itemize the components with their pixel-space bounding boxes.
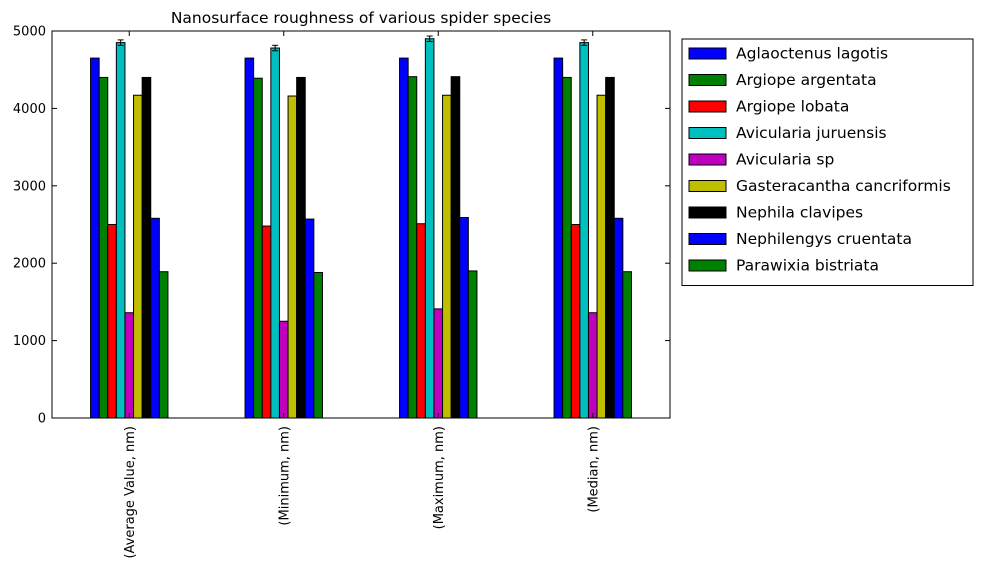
bar-6-2	[450, 76, 461, 419]
x-tick-label: (Average Value, nm)	[123, 426, 138, 559]
legend-swatch-2	[688, 100, 727, 113]
x-axis: (Average Value, nm) (Minimum, nm) (Maximum…	[123, 31, 601, 559]
y-tick-label: 2000	[13, 257, 46, 272]
bar-8-1	[313, 271, 323, 419]
legend-swatch-1	[688, 74, 727, 86]
bar-5-1	[287, 95, 298, 419]
legend-label-4: Avicularia sp	[736, 151, 834, 169]
legend-swatch-5	[688, 180, 727, 192]
bar-7-1	[304, 218, 315, 419]
y-tick-label: 5000	[13, 25, 46, 40]
legend-label-6: Nephila clavipes	[736, 204, 863, 222]
bar-3-2	[424, 38, 435, 419]
legend-label-8: Parawixia bistriata	[736, 257, 879, 275]
bar-0-2	[399, 57, 409, 419]
legend-swatch-7	[688, 233, 727, 245]
bar-3-3	[579, 42, 589, 419]
y-tick-label: 3000	[13, 179, 46, 194]
legend-label-3: Avicularia juruensis	[736, 124, 887, 142]
bar-6-0	[141, 76, 152, 419]
legend-label-7: Nephilengys cruentata	[736, 230, 912, 248]
bar-7-2	[459, 217, 469, 419]
bar-8-3	[622, 271, 632, 419]
bar-6-3	[605, 76, 615, 419]
x-tick-label: (Median, nm)	[586, 426, 601, 513]
bar-5-3	[596, 94, 607, 419]
y-tick-label: 0	[38, 412, 46, 427]
bar-8-0	[158, 271, 169, 419]
bar-4-2	[433, 308, 444, 419]
legend-swatch-6	[688, 206, 727, 219]
bar-7-3	[613, 217, 624, 419]
bar-1-2	[407, 76, 418, 419]
bar-0-0	[90, 57, 100, 419]
y-tick-label: 1000	[13, 334, 46, 349]
legend-label-2: Argiope lobata	[736, 98, 849, 116]
legend-label-0: Aglaoctenus lagotis	[736, 45, 888, 63]
bar-3-0	[115, 42, 126, 419]
error-bar-group	[117, 35, 588, 52]
bar-7-0	[150, 217, 160, 419]
bar-2-1	[261, 225, 272, 419]
bar-3-1	[270, 47, 280, 419]
bar-4-0	[124, 312, 135, 419]
axes-frame	[51, 30, 671, 419]
bar-0-3	[553, 57, 564, 419]
legend-swatch-4	[688, 153, 727, 166]
legend-label-5: Gasteracantha cancriformis	[736, 177, 951, 195]
x-tick-label: (Maximum, nm)	[432, 426, 447, 529]
bar-0-1	[244, 57, 255, 419]
legend-label-1: Argiope argentata	[736, 71, 877, 89]
bar-6-1	[296, 76, 306, 419]
bar-4-1	[278, 320, 289, 419]
bar-5-2	[442, 94, 452, 419]
chart-title: Nanosurface roughness of various spider …	[171, 9, 551, 27]
x-tick-label: (Minimum, nm)	[277, 426, 292, 526]
y-axis: 0 1000 2000 3000 4000 5000	[13, 25, 670, 427]
legend-swatch-3	[688, 127, 727, 139]
bar-5-0	[133, 94, 143, 419]
bar-2-2	[416, 223, 426, 419]
legend: Aglaoctenus lagotis Argiope argentata Argi…	[681, 38, 974, 286]
bar-1-1	[253, 77, 263, 419]
bar-2-0	[107, 224, 117, 419]
legend-swatch-0	[688, 47, 727, 60]
y-tick-label: 4000	[13, 102, 46, 117]
bar-4-3	[587, 312, 598, 419]
legend-frame	[681, 38, 974, 286]
bar-2-3	[570, 224, 581, 419]
bar-group	[90, 38, 632, 419]
bar-1-0	[98, 76, 109, 419]
bar-8-2	[467, 270, 478, 419]
bar-1-3	[562, 76, 572, 419]
legend-swatch-8	[688, 259, 727, 272]
